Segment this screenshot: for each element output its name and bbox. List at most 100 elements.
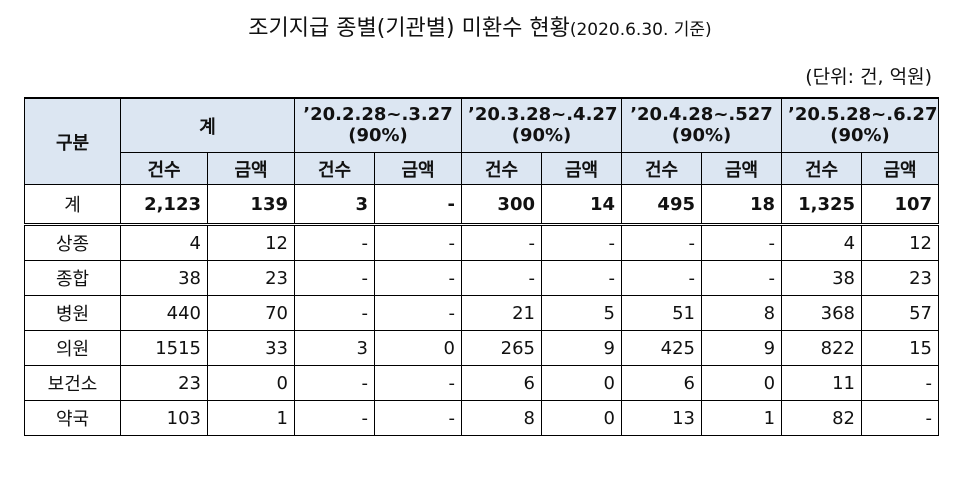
header-row-measures: 건수 금액 건수 금액 건수 금액 건수 금액 건수 금액 [25, 152, 940, 185]
period-3-range: ’20.4.28~.527 [630, 103, 773, 125]
header-period-4: ’20.5.28~.6.27 (90%) [781, 97, 940, 153]
header-category: 구분 [24, 97, 121, 185]
cell-value: 495 [621, 184, 702, 226]
cell-value: - [621, 224, 702, 261]
cell-value: 2,123 [120, 184, 208, 226]
header-period-3: ’20.4.28~.527 (90%) [620, 97, 783, 153]
cell-value: - [374, 184, 462, 226]
cell-value: 70 [207, 295, 295, 331]
cell-value: 6 [461, 365, 542, 401]
cell-value: 5 [541, 295, 622, 331]
title-date: (2020.6.30. 기준) [569, 20, 712, 40]
row-label: 보건소 [24, 365, 121, 401]
table-row: 의원 1515 33 3 0 265 9 425 9 822 15 [24, 330, 940, 366]
cell-value: 300 [461, 184, 542, 226]
period-4-range: ’20.5.28~.6.27 [788, 103, 938, 125]
cell-value: - [294, 260, 375, 296]
cell-value: 12 [861, 224, 940, 261]
cell-value: 23 [207, 260, 295, 296]
header-amount: 금액 [541, 152, 622, 185]
header-count: 건수 [120, 152, 208, 185]
cell-value: 0 [207, 365, 295, 401]
cell-value: 18 [700, 184, 783, 226]
cell-value: 57 [861, 295, 940, 331]
cell-value: 1,325 [781, 184, 863, 226]
cell-value: - [861, 365, 940, 401]
period-2-rate: (90%) [511, 124, 572, 146]
cell-value: 51 [621, 295, 702, 331]
header-period-2: ’20.3.28~.4.27 (90%) [461, 97, 622, 153]
cell-value: - [294, 365, 375, 401]
cell-value: 103 [120, 400, 208, 436]
cell-value: 14 [541, 184, 622, 226]
row-label: 계 [24, 184, 121, 226]
cell-value: - [294, 224, 375, 261]
cell-value: - [541, 224, 622, 261]
cell-value: 1515 [120, 330, 208, 366]
cell-value: 0 [541, 365, 622, 401]
cell-value: 3 [294, 330, 375, 366]
period-4-rate: (90%) [830, 124, 890, 146]
cell-value: - [294, 400, 375, 436]
cell-value: 8 [700, 295, 783, 331]
cell-value: 38 [781, 260, 863, 296]
cell-value: 8 [461, 400, 542, 436]
row-label: 병원 [24, 295, 121, 331]
cell-value: 440 [120, 295, 208, 331]
header-amount: 금액 [700, 152, 783, 185]
cell-value: 6 [621, 365, 702, 401]
cell-value: - [541, 260, 622, 296]
row-label: 상종 [24, 224, 121, 261]
cell-value: - [861, 400, 940, 436]
cell-value: 11 [781, 365, 863, 401]
cell-value: - [374, 260, 462, 296]
table-row: 약국 103 1 - - 8 0 13 1 82 - [24, 400, 940, 436]
table-row-total: 계 2,123 139 3 - 300 14 495 18 1,325 107 [24, 184, 940, 226]
header-amount: 금액 [374, 152, 462, 185]
cell-value: 4 [781, 224, 863, 261]
cell-value: - [374, 400, 462, 436]
cell-value: - [461, 260, 542, 296]
table-row: 종합 38 23 - - - - - - 38 23 [24, 260, 940, 296]
header-count: 건수 [461, 152, 542, 185]
header-count: 건수 [294, 152, 375, 185]
cell-value: 21 [461, 295, 542, 331]
title-main: 조기지급 종별(기관별) 미환수 현황 [248, 16, 570, 41]
status-table: 구분 계 ’20.2.28~.3.27 (90%) ’20.3.28~.4.27(… [24, 97, 940, 436]
cell-value: 9 [541, 330, 622, 366]
cell-value: - [700, 260, 783, 296]
cell-value: 3 [294, 184, 375, 226]
cell-value: 1 [700, 400, 783, 436]
cell-value: - [700, 224, 783, 261]
header-period-1: ’20.2.28~.3.27 (90%) [294, 97, 462, 153]
table-row: 병원 440 70 - - 21 5 51 8 368 57 [24, 295, 940, 331]
header-row-periods: 구분 계 ’20.2.28~.3.27 (90%) ’20.3.28~.4.27(… [24, 97, 940, 185]
cell-value: 82 [781, 400, 863, 436]
cell-value: 822 [781, 330, 863, 366]
cell-value: 0 [700, 365, 783, 401]
cell-value: 368 [781, 295, 863, 331]
cell-value: 4 [120, 224, 208, 261]
page-title: 조기지급 종별(기관별) 미환수 현황(2020.6.30. 기준) [0, 10, 960, 42]
header-count: 건수 [781, 152, 863, 185]
row-label: 약국 [24, 400, 121, 436]
cell-value: - [621, 260, 702, 296]
period-3-rate: (90%) [671, 124, 732, 146]
cell-value: 15 [861, 330, 940, 366]
cell-value: 139 [207, 184, 295, 226]
header-count: 건수 [621, 152, 702, 185]
cell-value: 33 [207, 330, 295, 366]
cell-value: 9 [700, 330, 783, 366]
row-label: 의원 [24, 330, 121, 366]
cell-value: 265 [461, 330, 542, 366]
cell-value: 1 [207, 400, 295, 436]
cell-value: 12 [207, 224, 295, 261]
period-2-range: ’20.3.28~.4.27 [468, 103, 618, 125]
cell-value: - [374, 365, 462, 401]
cell-value: 23 [120, 365, 208, 401]
header-total: 계 [120, 97, 295, 153]
cell-value: 23 [861, 260, 940, 296]
cell-value: 38 [120, 260, 208, 296]
row-label: 종합 [24, 260, 121, 296]
cell-value: 107 [861, 184, 940, 226]
